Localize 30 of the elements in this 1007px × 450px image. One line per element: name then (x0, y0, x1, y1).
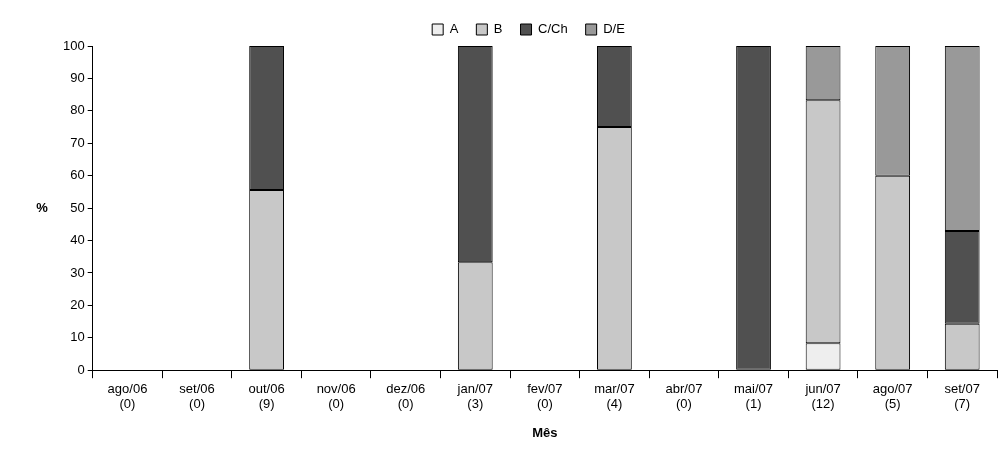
x-tick-label: nov/06 (0) (316, 380, 356, 412)
x-tick-label: dez/06 (0) (386, 380, 426, 412)
x-tick-label: jun/07 (12) (804, 380, 841, 412)
x-tick-label: set/06 (0) (179, 380, 215, 412)
x-tick-label: set/07 (7) (944, 380, 980, 412)
x-tick-label: out/06 (9) (248, 380, 285, 412)
x-tick-label: mai/07 (1) (734, 380, 774, 412)
x-tick-label: abr/07 (0) (665, 380, 703, 412)
x-tick-label: mar/07 (4) (594, 380, 635, 412)
y-tick-label: 90 (70, 70, 85, 85)
x-tick-label: fev/07 (0) (527, 380, 563, 412)
y-tick-label: 20 (70, 296, 85, 312)
y-tick-label: 0 (77, 361, 85, 377)
x-axis-title: Mês (532, 424, 558, 440)
y-tick-label: 100 (62, 37, 85, 53)
y-axis-title: % (36, 199, 49, 215)
legend-label: B (493, 21, 503, 37)
x-tick-label: ago/07 (5) (872, 380, 913, 412)
y-tick-label: 50 (70, 199, 85, 215)
legend-label: C/Ch (538, 21, 568, 37)
y-tick-label: 10 (70, 329, 85, 345)
x-tick-label: jan/07 (3) (456, 380, 493, 412)
y-tick-label: 80 (70, 102, 85, 118)
x-tick-label: ago/06 (0) (107, 380, 148, 412)
legend-label: A (449, 21, 459, 37)
y-tick-label: 60 (70, 167, 85, 183)
y-tick-label: 70 (70, 134, 85, 150)
y-tick-label: 40 (70, 232, 85, 248)
legend-label: D/E (603, 21, 626, 37)
y-tick-label: 30 (70, 264, 85, 280)
